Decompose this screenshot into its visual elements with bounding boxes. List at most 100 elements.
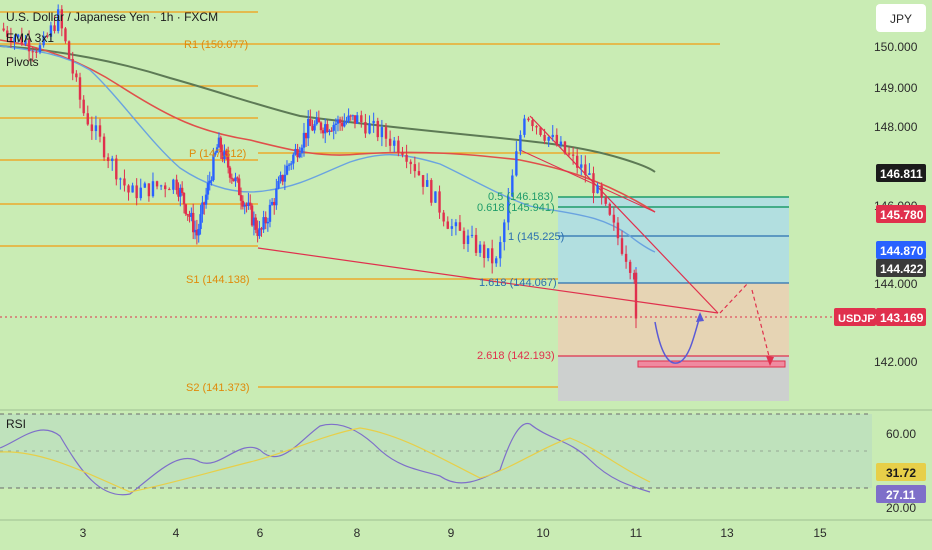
price-tick: 150.000: [874, 40, 918, 54]
candle-body: [266, 221, 270, 224]
candle-body: [232, 178, 235, 182]
candle-body: [197, 229, 200, 236]
candle-body: [206, 183, 210, 195]
time-axis: 3 4 6 8 9 10 11 13 15: [0, 519, 932, 540]
candle-body: [543, 134, 546, 141]
candle-body: [364, 122, 367, 134]
candle-body: [413, 164, 417, 172]
price-tick: 144.000: [874, 277, 918, 291]
candle-body: [210, 180, 213, 182]
candle-body: [539, 127, 542, 135]
candle-body: [258, 228, 261, 237]
candle-body: [78, 77, 82, 100]
candle-body: [511, 175, 514, 197]
candle-body: [86, 113, 89, 125]
candle-body: [575, 155, 579, 168]
candle-body: [434, 191, 437, 203]
candle-body: [499, 242, 502, 259]
candle-body: [519, 134, 522, 152]
candle-body: [336, 119, 340, 124]
candle-body: [397, 140, 400, 153]
price-badge-text: 144.870: [880, 244, 924, 258]
candle-body: [273, 201, 276, 206]
rsi-ma-badge-text: 31.72: [886, 466, 916, 480]
candle-body: [155, 181, 159, 187]
candle-body: [172, 179, 175, 190]
candle-body: [347, 115, 350, 122]
candle-body: [225, 150, 228, 156]
candle-body: [283, 174, 287, 182]
candle-body: [252, 217, 256, 226]
candle-body: [401, 152, 404, 155]
candle-body: [94, 125, 98, 132]
ma-blue-line: [0, 45, 656, 253]
candle-body: [393, 140, 396, 146]
candle-body: [6, 30, 9, 37]
trend-line-minor: [519, 149, 656, 213]
currency-label: JPY: [890, 12, 912, 26]
candle-body: [256, 229, 259, 237]
candle-body: [143, 183, 147, 188]
indicator-label-ema[interactable]: EMA 3x1: [6, 31, 54, 45]
candle-body: [64, 28, 67, 42]
candle-body: [234, 177, 237, 182]
candle-body: [115, 158, 118, 180]
candle-body: [264, 217, 267, 224]
price-badge: [876, 164, 926, 182]
candle-body: [245, 204, 248, 206]
candle-body: [13, 37, 16, 42]
candle-body: [634, 272, 638, 283]
candle-body: [281, 175, 284, 182]
candle-body: [127, 185, 130, 193]
candle-body: [298, 153, 301, 158]
candle-body: [458, 222, 462, 231]
candle-body: [409, 161, 412, 165]
candle-body: [38, 45, 42, 53]
candle-body: [307, 118, 310, 139]
candle-body: [287, 164, 291, 166]
currency-button[interactable]: [876, 4, 926, 32]
target-zone: [558, 197, 789, 283]
candle-body: [388, 138, 392, 146]
fib-label: 1.618 (144.067): [479, 277, 557, 289]
candle-body: [212, 154, 215, 181]
candle-body: [179, 187, 182, 197]
candle-body: [223, 150, 226, 160]
candle-body: [321, 130, 325, 134]
candle-body: [634, 282, 638, 302]
chart-header: U.S. Dollar / Japanese Yen · 1h · FXCM E…: [6, 10, 218, 69]
candle-body: [300, 147, 304, 154]
time-tick: 3: [80, 526, 87, 540]
candle-body: [31, 51, 34, 53]
projection-red-arrowhead: [766, 356, 774, 366]
projection-red-down: [751, 289, 771, 361]
rsi-tick: 20.00: [886, 501, 916, 515]
candle-body: [620, 238, 624, 254]
price-badge: [876, 241, 926, 259]
time-tick: 10: [536, 526, 550, 540]
candle-body: [446, 221, 449, 229]
candle-body: [254, 217, 257, 230]
candle-body: [285, 165, 289, 175]
ma-dark-line: [0, 45, 656, 173]
time-tick: 9: [448, 526, 455, 540]
candle-body: [470, 234, 474, 236]
candle-body: [495, 258, 498, 264]
candle-body: [588, 173, 591, 175]
candle-body: [482, 244, 486, 259]
candle-body: [27, 40, 31, 52]
candle-body: [600, 185, 603, 198]
candle-body: [616, 222, 620, 239]
candle-body: [292, 154, 295, 164]
candle-body: [214, 152, 217, 155]
candle-body: [349, 115, 352, 117]
target-highlight: [637, 360, 786, 368]
candle-body: [75, 73, 78, 78]
rsi-ma-badge: [876, 463, 926, 481]
candle-body: [119, 178, 122, 180]
candle-body: [567, 153, 571, 155]
candle-body: [425, 180, 429, 187]
indicator-label-pivots[interactable]: Pivots: [6, 55, 39, 69]
candle-body: [180, 187, 184, 193]
candle-body: [592, 173, 595, 194]
